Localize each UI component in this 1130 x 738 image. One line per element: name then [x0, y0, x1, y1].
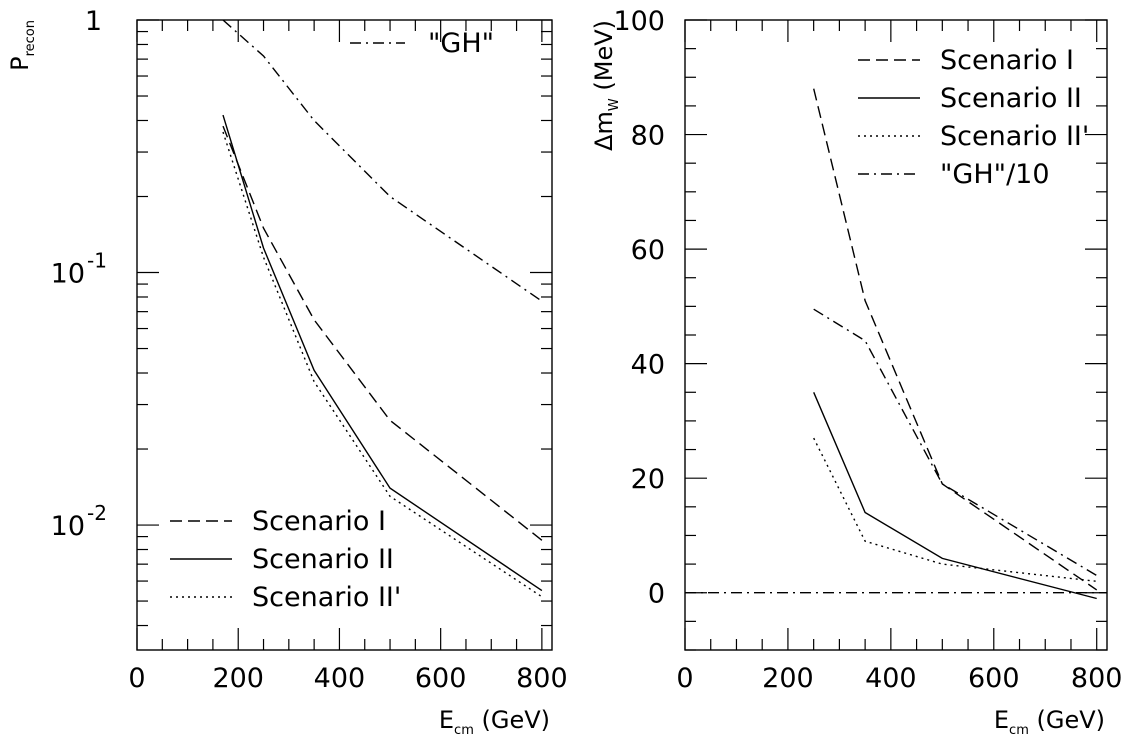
x-tick-label: 800: [1071, 663, 1123, 694]
legend-item: Scenario I: [858, 45, 1074, 76]
y-axis-title-base: Δm: [590, 111, 618, 151]
y-tick-label: 10: [51, 511, 85, 542]
right-panel-mass-shift-chart: 0 200 400 600 800 0 20 40 60 80 100 Ecm (GeV) ΔmW (M…: [590, 6, 1122, 738]
series-line-gh: [222, 20, 543, 302]
y-axis-title-sub: recon: [23, 20, 38, 56]
legend-item: Scenario I: [170, 506, 386, 537]
legend-label: "GH"/10: [940, 159, 1050, 190]
x-tick-label: 800: [516, 663, 568, 694]
x-tick-label: 200: [212, 663, 264, 694]
legend-label: Scenario II: [940, 83, 1082, 114]
plot-frame: [136, 19, 553, 651]
series-line-scenario-ii: [222, 131, 543, 598]
x-tick-label: 400: [865, 663, 917, 694]
legend-item: Scenario II': [858, 121, 1089, 152]
x-axis-title-sub: cm: [1009, 723, 1029, 738]
x-axis-title-unit: (GeV): [474, 706, 550, 734]
y-tick-label: 1: [85, 6, 102, 37]
y-axis-title: ΔmW (MeV): [590, 20, 622, 151]
x-axis-title: Ecm (GeV): [439, 706, 550, 738]
x-tick-label: 600: [415, 663, 467, 694]
x-tick-label: 0: [676, 663, 693, 694]
y-tick-label: 0: [648, 579, 665, 610]
y-tick-label: 10: [51, 259, 85, 290]
series-line-scenario-i: [222, 125, 543, 541]
legend-label: Scenario I: [252, 506, 386, 537]
x-axis-title-base: E: [994, 706, 1009, 734]
legend-label: Scenario II: [252, 544, 394, 575]
y-tick-label: 20: [631, 464, 665, 495]
x-tick-label: 0: [128, 663, 145, 694]
plot-frame: [684, 19, 1108, 651]
series-line-scenario-ii: [813, 437, 1097, 582]
y-tick-label: 80: [631, 121, 665, 152]
y-tick-label: 100: [613, 6, 665, 37]
y-tick-label: 60: [631, 235, 665, 266]
legend-item: "GH"/10: [858, 159, 1050, 190]
y-axis-title-sub: W: [607, 98, 622, 111]
x-tick-label: 200: [762, 663, 814, 694]
legend-item: Scenario II: [858, 83, 1082, 114]
y-tick-exponent: -2: [87, 501, 107, 525]
legend-label: Scenario I: [940, 45, 1074, 76]
y-axis-title-unit: (MeV): [590, 20, 618, 98]
series-line-gh-10: [813, 308, 1098, 577]
x-axis-title-base: E: [439, 706, 454, 734]
y-tick-label: 40: [631, 350, 665, 381]
x-tick-label: 400: [314, 663, 366, 694]
series-line-scenario-i: [813, 88, 1098, 591]
legend-label: "GH": [428, 28, 494, 59]
legend-item: Scenario II: [170, 544, 394, 575]
series-line-scenario-ii: [813, 392, 1097, 600]
x-tick-label: 600: [968, 663, 1020, 694]
y-axis-title: Precon: [6, 20, 38, 71]
legend-item: Scenario II': [170, 582, 401, 613]
series-line-scenario-ii: [222, 114, 543, 592]
x-axis-title-sub: cm: [454, 723, 474, 738]
x-axis-title-unit: (GeV): [1029, 706, 1105, 734]
legend-item: "GH": [350, 28, 494, 59]
x-axis-title: Ecm (GeV): [994, 706, 1105, 738]
y-tick-exponent: -1: [87, 249, 107, 273]
legend-label: Scenario II': [252, 582, 401, 613]
y-axis-title-base: P: [6, 56, 34, 70]
legend-label: Scenario II': [940, 121, 1089, 152]
